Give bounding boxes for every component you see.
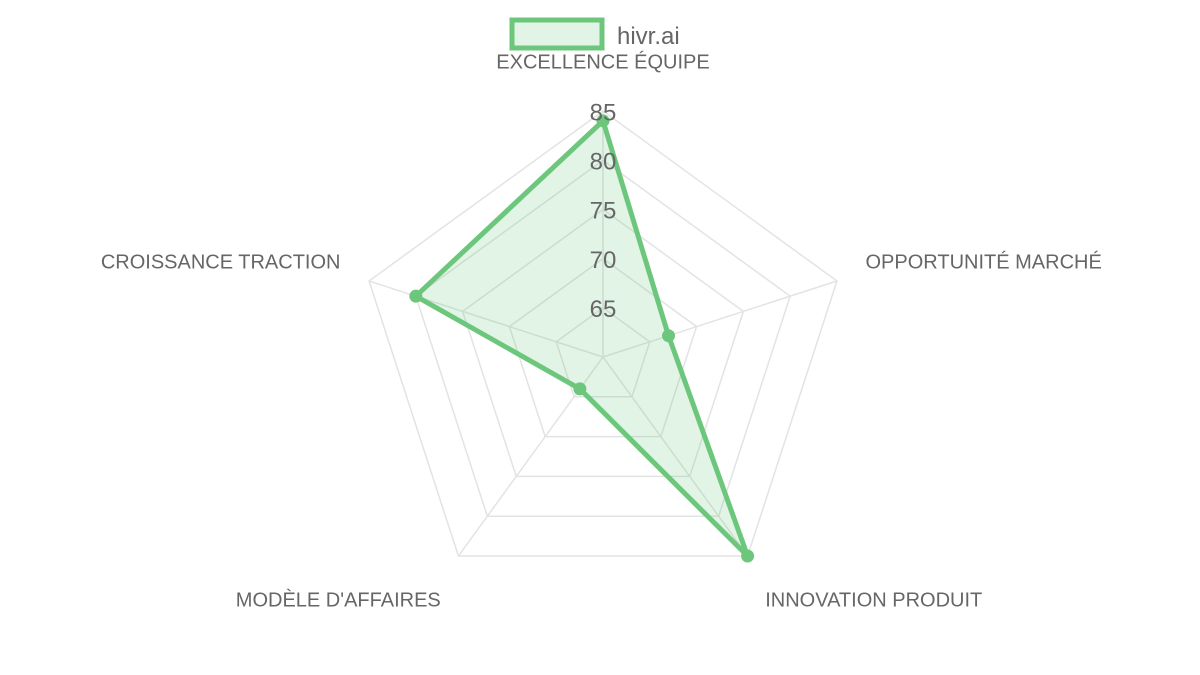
grid-spoke [368,280,604,358]
category-label: CROISSANCE TRACTION [101,251,341,273]
radar-series [409,114,755,563]
radial-ticks: 65 70 75 80 85 [590,99,617,323]
category-label: EXCELLENCE ÉQUIPE [496,50,709,73]
category-labels: EXCELLENCE ÉQUIPE OPPORTUNITÉ MARCHÉ INNOV… [101,50,1102,611]
tick-label: 70 [590,247,617,274]
grid-ring [555,306,651,398]
category-label: MODÈLE D'AFFAIRES [236,589,441,612]
tick-label: 85 [590,99,617,126]
data-point[interactable] [741,549,755,563]
data-point[interactable] [596,114,610,128]
grid-ring [368,110,838,557]
grid-spoke [602,280,838,358]
series-area [413,118,751,559]
data-point[interactable] [662,329,676,343]
category-label: OPPORTUNITÉ MARCHÉ [865,250,1101,273]
grid-spoke [602,356,749,557]
data-point[interactable] [409,289,423,303]
legend-label[interactable]: hivr.ai [617,23,680,50]
category-label: INNOVATION PRODUIT [765,590,982,612]
legend[interactable]: hivr.ai [509,17,680,51]
grid-ring [461,208,745,478]
tick-label: 65 [590,296,617,323]
data-point[interactable] [573,382,587,396]
legend-swatch[interactable] [509,17,605,51]
tick-label: 75 [590,198,617,225]
radar-grid [368,110,838,557]
tick-label: 80 [590,149,617,176]
grid-ring [508,257,698,438]
grid-ring [414,159,792,517]
